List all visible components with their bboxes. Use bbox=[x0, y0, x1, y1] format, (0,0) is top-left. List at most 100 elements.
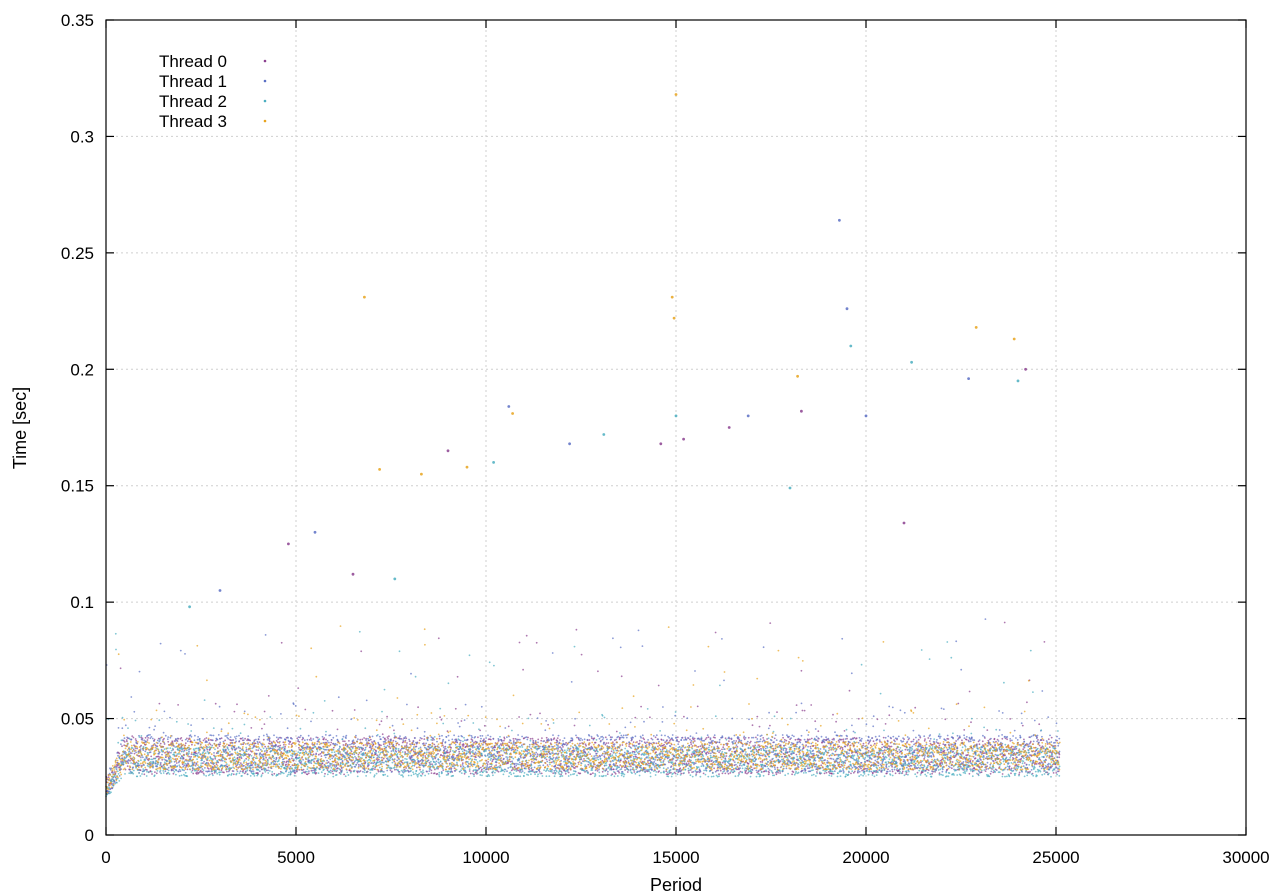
data-point bbox=[249, 753, 251, 756]
data-point bbox=[316, 743, 318, 745]
data-point bbox=[163, 743, 166, 745]
data-point bbox=[694, 762, 697, 765]
data-point bbox=[634, 760, 636, 763]
data-point bbox=[460, 720, 463, 722]
data-point bbox=[832, 713, 834, 716]
data-point bbox=[126, 736, 128, 739]
data-point bbox=[668, 740, 671, 742]
data-point bbox=[779, 772, 781, 774]
data-point bbox=[234, 737, 237, 740]
data-point bbox=[353, 709, 356, 711]
data-point bbox=[733, 764, 736, 767]
data-point bbox=[404, 736, 407, 738]
data-point bbox=[892, 735, 895, 738]
data-point bbox=[521, 735, 523, 738]
data-point bbox=[431, 739, 434, 741]
data-point bbox=[806, 729, 808, 732]
data-point bbox=[387, 737, 389, 740]
data-point bbox=[188, 755, 191, 758]
data-point bbox=[156, 739, 159, 742]
data-point bbox=[723, 679, 725, 682]
data-point bbox=[109, 787, 112, 790]
data-point bbox=[743, 735, 746, 738]
data-point bbox=[605, 768, 608, 770]
data-point bbox=[825, 736, 827, 739]
data-point bbox=[894, 772, 897, 775]
data-point bbox=[394, 740, 397, 743]
data-point bbox=[848, 752, 850, 755]
data-point bbox=[489, 735, 492, 738]
data-point bbox=[634, 716, 637, 719]
data-point bbox=[545, 750, 548, 753]
data-point bbox=[783, 738, 786, 741]
data-point bbox=[986, 729, 989, 731]
data-point bbox=[235, 747, 238, 750]
data-point bbox=[649, 716, 651, 719]
data-point bbox=[841, 746, 844, 749]
data-point bbox=[763, 770, 766, 773]
data-point bbox=[622, 734, 625, 737]
data-point bbox=[1026, 701, 1028, 704]
data-point bbox=[931, 770, 933, 772]
data-point bbox=[274, 743, 277, 746]
data-point bbox=[846, 735, 848, 738]
data-point bbox=[671, 734, 674, 736]
data-point bbox=[595, 754, 597, 757]
data-point bbox=[265, 747, 268, 750]
data-point bbox=[537, 741, 539, 744]
data-point bbox=[775, 739, 778, 741]
data-point bbox=[331, 709, 334, 712]
data-point bbox=[638, 739, 641, 742]
data-point bbox=[857, 741, 860, 744]
data-point bbox=[113, 771, 116, 773]
data-point bbox=[410, 756, 413, 759]
data-point bbox=[164, 756, 167, 758]
data-point bbox=[284, 745, 286, 748]
data-point bbox=[558, 741, 561, 744]
data-point bbox=[769, 724, 771, 727]
data-point bbox=[287, 737, 289, 739]
data-point bbox=[448, 739, 450, 742]
data-point bbox=[524, 756, 526, 758]
data-point bbox=[799, 741, 802, 744]
data-point bbox=[527, 736, 529, 739]
data-point bbox=[762, 646, 765, 649]
data-point bbox=[205, 745, 208, 748]
data-point bbox=[486, 763, 489, 766]
data-point bbox=[378, 735, 381, 738]
data-point bbox=[559, 746, 562, 748]
data-point bbox=[686, 717, 689, 719]
data-point bbox=[517, 738, 520, 741]
data-point bbox=[876, 738, 879, 741]
data-point bbox=[568, 765, 570, 768]
data-point bbox=[952, 737, 954, 740]
data-point bbox=[744, 753, 747, 755]
data-point bbox=[893, 768, 896, 771]
data-point bbox=[612, 637, 614, 640]
data-point bbox=[606, 773, 609, 775]
data-point bbox=[419, 746, 422, 749]
data-point bbox=[388, 743, 391, 746]
data-point bbox=[218, 705, 221, 708]
data-point bbox=[267, 766, 270, 769]
data-point bbox=[152, 740, 155, 742]
data-point bbox=[440, 718, 443, 721]
data-point bbox=[562, 746, 564, 748]
data-point bbox=[886, 746, 889, 749]
data-point bbox=[631, 738, 633, 741]
data-point bbox=[1014, 768, 1017, 771]
data-point bbox=[456, 741, 458, 743]
data-point bbox=[873, 742, 876, 745]
data-point bbox=[817, 730, 820, 733]
data-point bbox=[265, 756, 267, 759]
data-point bbox=[721, 638, 723, 640]
data-point bbox=[641, 734, 644, 737]
data-point bbox=[154, 771, 156, 773]
data-point bbox=[828, 754, 831, 757]
data-point bbox=[740, 739, 743, 742]
data-point bbox=[692, 770, 695, 773]
data-point bbox=[664, 734, 666, 737]
data-point bbox=[205, 737, 208, 739]
data-point bbox=[735, 740, 738, 742]
data-point bbox=[943, 749, 946, 752]
